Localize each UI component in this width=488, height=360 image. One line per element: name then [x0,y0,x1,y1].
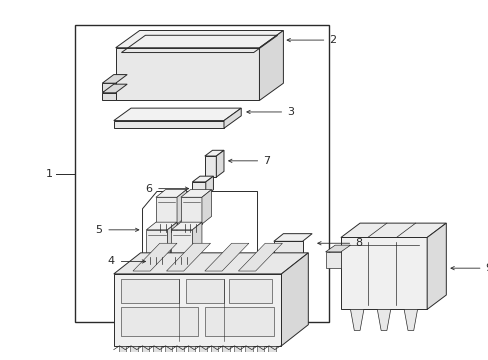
Text: 7: 7 [263,156,270,166]
Bar [228,279,271,303]
Polygon shape [273,234,311,241]
Bar [233,346,241,354]
Polygon shape [114,274,281,346]
Bar [121,279,179,303]
Polygon shape [171,222,202,230]
Polygon shape [403,309,417,330]
Polygon shape [273,241,302,253]
Bar [130,346,138,354]
Polygon shape [149,249,170,255]
Polygon shape [156,197,177,224]
Polygon shape [181,190,211,197]
Polygon shape [340,238,427,309]
Bar [118,346,126,354]
Polygon shape [116,48,259,100]
Bar [185,279,224,303]
Polygon shape [163,249,170,268]
Polygon shape [350,309,363,330]
Polygon shape [181,197,202,224]
Bar [121,307,198,336]
Polygon shape [259,31,283,100]
Polygon shape [146,222,177,230]
Text: 2: 2 [329,35,336,45]
Polygon shape [133,243,177,271]
Polygon shape [192,176,213,182]
Polygon shape [192,182,205,195]
Polygon shape [340,223,446,238]
Polygon shape [427,223,446,309]
Text: 3: 3 [286,107,294,117]
Bar [244,346,252,354]
Polygon shape [202,190,211,224]
Bar [164,346,172,354]
Polygon shape [114,108,241,121]
Polygon shape [146,230,167,257]
Bar [256,346,264,354]
Bar [187,346,195,354]
Bar [153,346,161,354]
Polygon shape [216,150,224,177]
Polygon shape [167,222,177,257]
Bar [210,346,218,354]
Polygon shape [204,156,216,177]
Text: 1: 1 [45,169,52,179]
Bar [176,346,183,354]
Polygon shape [204,150,224,156]
Polygon shape [281,253,308,346]
Text: 8: 8 [355,238,362,248]
Polygon shape [102,83,116,91]
Polygon shape [204,243,248,271]
Bar [267,346,275,354]
Polygon shape [166,243,210,271]
Polygon shape [102,75,127,83]
Polygon shape [149,255,163,268]
Polygon shape [171,230,192,257]
Polygon shape [177,190,186,224]
Bar [199,346,206,354]
Polygon shape [325,252,340,268]
Polygon shape [238,243,282,271]
Polygon shape [102,84,127,93]
Bar [204,307,273,336]
Text: 9: 9 [485,263,488,273]
Text: 6: 6 [145,184,152,194]
Polygon shape [116,31,283,48]
Polygon shape [156,190,186,197]
Polygon shape [192,222,202,257]
Bar [75,25,329,322]
Bar [222,346,229,354]
Polygon shape [377,309,390,330]
Polygon shape [102,93,116,100]
Polygon shape [205,176,213,195]
Polygon shape [224,108,241,128]
Bar [142,346,149,354]
Text: 4: 4 [107,256,115,266]
Polygon shape [325,245,350,252]
Polygon shape [114,121,224,128]
Text: 5: 5 [95,225,102,235]
Polygon shape [114,253,308,274]
